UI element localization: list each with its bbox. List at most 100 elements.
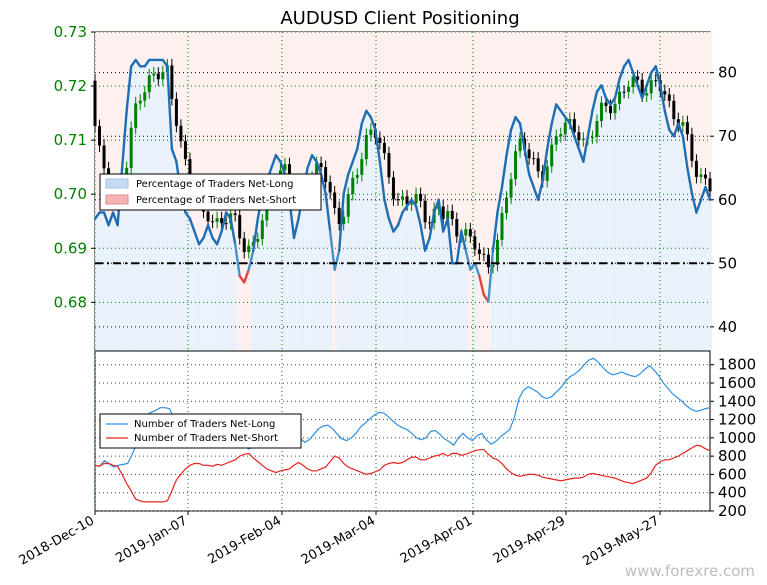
net-long-pct-segment xyxy=(188,217,196,233)
lower-tick-label: 800 xyxy=(718,447,747,465)
x-tick-label: 2019-Mar-04 xyxy=(299,513,378,567)
short-band xyxy=(137,32,143,67)
short-band xyxy=(703,32,708,188)
long-band xyxy=(472,263,478,351)
candle-body xyxy=(708,178,712,192)
short-band xyxy=(192,32,197,232)
candle-body xyxy=(256,238,260,242)
short-band xyxy=(413,32,419,207)
net-long-pct-segment xyxy=(640,84,648,100)
long-band xyxy=(440,231,446,351)
long-band xyxy=(463,250,469,351)
net-long-pct-segment xyxy=(645,71,653,87)
short-band xyxy=(585,32,591,137)
legend-swatch-net-long xyxy=(105,178,129,189)
long-band xyxy=(368,117,374,351)
long-band xyxy=(97,212,102,351)
short-band xyxy=(282,32,288,175)
lower-tick-label: 1200 xyxy=(718,411,756,429)
long-band xyxy=(558,110,564,351)
long-band xyxy=(676,123,681,351)
candle-body xyxy=(152,73,156,76)
short-band xyxy=(422,32,428,251)
short-band xyxy=(463,32,469,251)
net-long-pct-segment xyxy=(536,179,544,201)
candle-body xyxy=(337,207,341,224)
legend-label-count-long: Number of Traders Net-Long xyxy=(134,419,275,430)
long-band xyxy=(689,193,695,351)
short-band xyxy=(676,32,681,124)
net-long-pct-segment xyxy=(690,192,698,214)
long-band xyxy=(214,244,220,351)
short-band xyxy=(377,32,383,162)
long-band xyxy=(174,161,179,351)
short-band xyxy=(513,32,518,118)
candle-body xyxy=(690,134,694,161)
x-tick-label: 2018-Dec-10 xyxy=(17,513,97,568)
short-band xyxy=(115,32,120,226)
long-band xyxy=(563,117,568,351)
net-long-pct-segment xyxy=(233,243,241,278)
candle-body xyxy=(351,177,355,194)
candle-body xyxy=(563,122,567,135)
long-band xyxy=(373,129,378,351)
watermark: www.forexre.com xyxy=(625,562,755,580)
candle-body xyxy=(464,229,468,236)
net-long-pct-segment xyxy=(636,84,644,100)
candle-body xyxy=(287,164,291,181)
short-band xyxy=(341,32,346,194)
long-band xyxy=(454,263,460,351)
net-long-pct-segment xyxy=(591,90,599,112)
candle-body xyxy=(247,245,251,253)
net-long-pct-segment xyxy=(125,65,133,112)
short-band xyxy=(101,32,107,213)
long-band xyxy=(608,104,613,351)
long-band xyxy=(205,225,211,351)
candle-body xyxy=(98,126,102,146)
lower-tick-label: 200 xyxy=(718,502,747,520)
short-band xyxy=(454,32,460,264)
long-band xyxy=(187,218,193,351)
net-long-pct-segment xyxy=(215,230,223,246)
short-band xyxy=(309,32,315,156)
net-long-pct-segment xyxy=(184,211,192,221)
left-tick-label: 0.69 xyxy=(54,239,87,257)
right-tick-label: 70 xyxy=(718,127,737,145)
candle-body xyxy=(631,76,635,88)
net-long-pct-segment xyxy=(93,211,101,221)
short-band xyxy=(296,32,301,219)
long-band xyxy=(612,98,618,351)
net-long-pct-segment xyxy=(428,211,436,240)
candle-body xyxy=(419,194,423,201)
long-band xyxy=(540,180,545,351)
lower-tick-label: 1400 xyxy=(718,392,756,410)
short-band xyxy=(617,32,622,80)
candle-body xyxy=(514,151,518,180)
long-band xyxy=(350,161,356,351)
long-band xyxy=(314,161,319,351)
short-band xyxy=(581,32,586,162)
candle-body xyxy=(369,129,373,135)
long-band xyxy=(336,250,342,351)
short-band xyxy=(196,32,202,245)
candle-body xyxy=(179,125,183,142)
net-long-pct-segment xyxy=(659,84,666,112)
net-long-pct-segment xyxy=(586,109,594,138)
candle-body xyxy=(532,158,536,160)
net-long-pct-segment xyxy=(324,192,332,233)
left-tick-label: 0.71 xyxy=(54,131,87,149)
short-band xyxy=(260,32,265,194)
candle-body xyxy=(495,239,499,265)
net-long-pct-segment xyxy=(202,223,210,240)
short-band xyxy=(449,32,455,264)
candle-body xyxy=(211,221,215,223)
net-long-pct-segment xyxy=(627,58,635,74)
short-band xyxy=(395,32,401,226)
net-long-pct-segment xyxy=(509,115,517,132)
candle-body xyxy=(161,72,165,80)
candle-body xyxy=(703,174,707,179)
right-axis-ticks: 40 50 60 70 80 xyxy=(710,64,737,336)
net-long-pct-segment xyxy=(387,217,395,233)
net-long-pct-segment xyxy=(478,274,486,297)
